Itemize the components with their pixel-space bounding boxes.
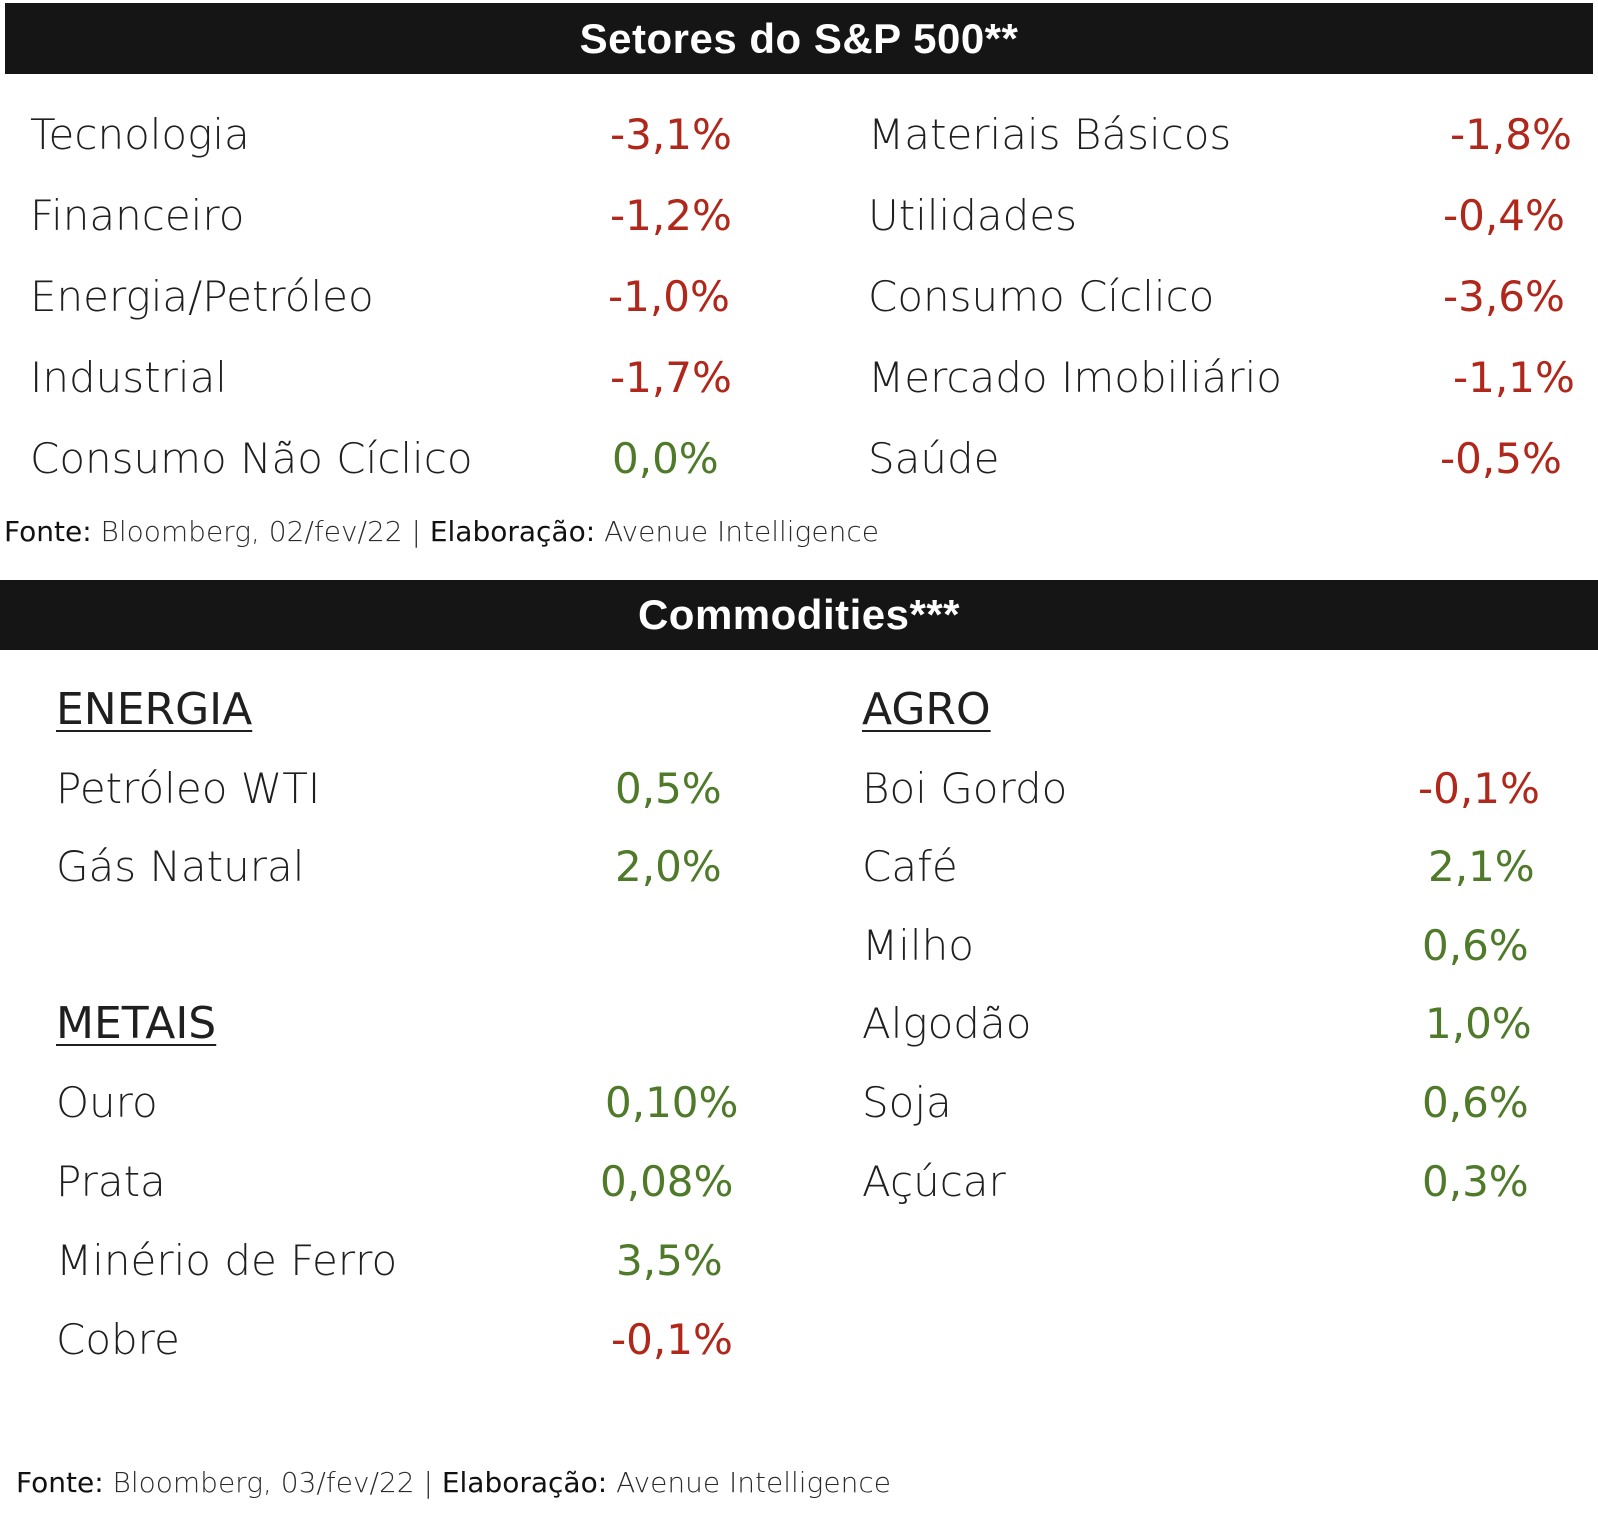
commodity-value: -0,1% [611,1315,733,1364]
sector-value: -1,0% [608,272,730,321]
commodity-value: 0,08% [600,1157,734,1206]
elaboration-label: Elaboração: [441,1466,608,1499]
commodity-name: Minério de Ferro [56,1236,398,1285]
commodity-value: 3,5% [616,1236,723,1285]
commodity-value: 2,1% [1428,842,1535,891]
sector-value: -1,7% [610,353,732,402]
commodity-name: Algodão [862,999,1032,1048]
commodity-name: Petróleo WTI [56,764,321,813]
sector-name: Saúde [868,434,1000,483]
sector-name: Financeiro [30,191,245,240]
sector-value: -1,8% [1450,110,1572,159]
sectors-title: Setores do S&P 500** [579,14,1019,62]
sector-value: -3,1% [610,110,732,159]
sector-name: Energia/Petróleo [30,272,374,321]
commodity-value: 0,3% [1422,1157,1529,1206]
sector-value: -1,1% [1453,353,1575,402]
elaboration-label: Elaboração: [429,515,596,548]
commodity-name: Milho [862,921,974,970]
sector-name: Materiais Básicos [868,110,1232,159]
sector-name: Tecnologia [30,110,250,159]
commodity-name: Soja [862,1078,952,1127]
sector-name: Consumo Não Cíclico [30,434,473,483]
agro-heading: AGRO [862,684,991,735]
sector-value: -0,5% [1440,434,1562,483]
source-label: Fonte: [16,1466,104,1499]
sectors-title-bar: Setores do S&P 500** [5,3,1593,74]
commodity-value: 2,0% [615,842,722,891]
elaboration-text: Avenue Intelligence [604,515,879,548]
commodity-name: Açúcar [862,1157,1006,1206]
commodity-value: 0,6% [1422,1078,1529,1127]
sector-value: 0,0% [612,434,719,483]
sector-value: -0,4% [1443,191,1565,240]
sector-name: Utilidades [868,191,1077,240]
energia-heading: ENERGIA [56,684,253,735]
commodity-value: 1,0% [1425,999,1532,1048]
sector-name: Consumo Cíclico [868,272,1215,321]
commodity-name: Prata [56,1157,166,1206]
commodity-name: Boi Gordo [862,764,1068,813]
commodity-name: Cobre [56,1315,180,1364]
sector-name: Industrial [30,353,227,402]
metais-heading: METAIS [56,998,217,1049]
commodity-name: Ouro [56,1078,158,1127]
commodity-value: 0,5% [615,764,722,813]
commodity-name: Gás Natural [56,842,305,891]
elaboration-text: Avenue Intelligence [616,1466,891,1499]
source-label: Fonte: [4,515,92,548]
commodity-value: 0,10% [605,1078,739,1127]
source-text: Bloomberg, 02/fev/22 | [100,515,421,548]
commodities-title: Commodities*** [637,591,961,638]
sector-value: -3,6% [1443,272,1565,321]
sector-name: Mercado Imobiliário [868,353,1282,402]
commodities-source: Fonte: Bloomberg, 03/fev/22 | Elaboração… [16,1469,891,1497]
commodity-value: -0,1% [1418,764,1540,813]
sectors-source: Fonte: Bloomberg, 02/fev/22 | Elaboração… [4,518,879,546]
commodity-value: 0,6% [1422,921,1529,970]
commodities-title-bar: Commodities*** [0,580,1598,650]
commodity-name: Café [862,842,958,891]
sector-value: -1,2% [610,191,732,240]
source-text: Bloomberg, 03/fev/22 | [112,1466,433,1499]
